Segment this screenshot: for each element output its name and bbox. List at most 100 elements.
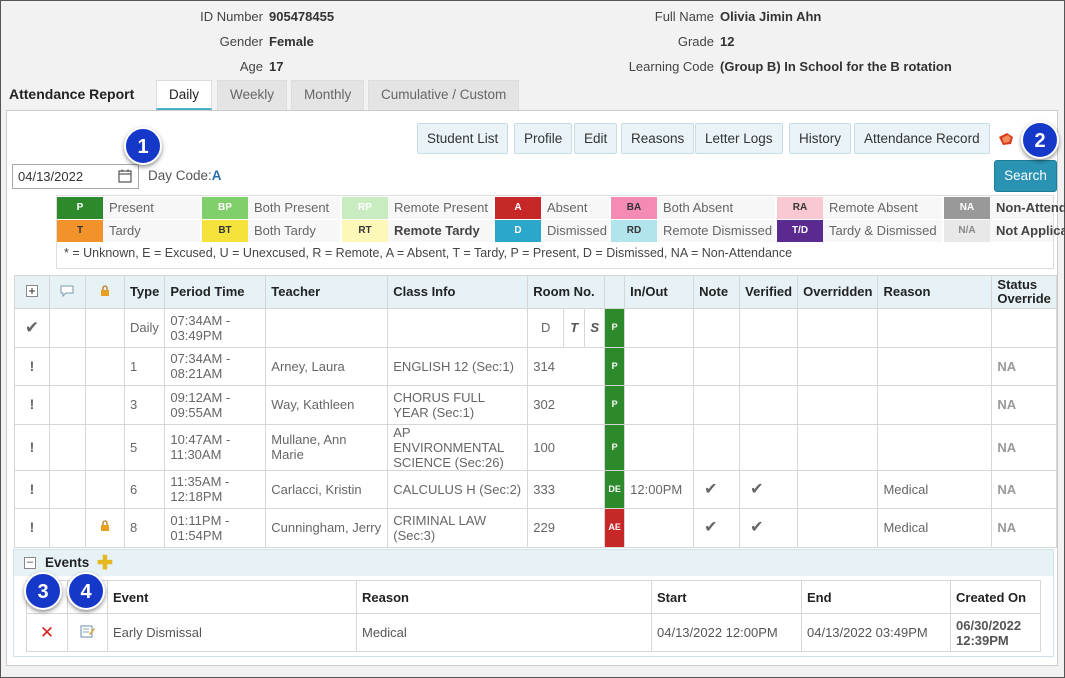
table-row-daily: ✔ Daily 07:34AM - 03:49PM D T S P: [14, 308, 1057, 348]
row-teacher: Arney, Laura: [265, 346, 389, 386]
status-override: NA: [991, 346, 1057, 386]
history-button[interactable]: History: [789, 123, 852, 154]
events-section: – Events ✚ Event Reason Start End Create…: [13, 549, 1054, 657]
status-badge[interactable]: P: [604, 308, 626, 348]
status-badge[interactable]: AE: [604, 508, 626, 548]
legend-item-t: T Tardy: [57, 220, 202, 242]
id-label: ID Number: [200, 9, 263, 24]
legend-item-rp: RP Remote Present: [342, 197, 495, 219]
collapse-icon[interactable]: –: [24, 557, 36, 569]
student-grade: Grade 12: [600, 34, 735, 49]
legend-text: Non-Attendance: [990, 197, 1065, 219]
edit-icon[interactable]: [80, 624, 95, 638]
col-teacher: Teacher: [265, 275, 389, 309]
alert-icon: !: [14, 385, 50, 425]
row-reason: Medical: [877, 508, 993, 548]
name-label: Full Name: [654, 9, 714, 24]
col-created-on: Created On: [950, 580, 1041, 614]
legend-text: Absent: [541, 197, 609, 219]
row-time: 07:34AM - 03:49PM: [164, 308, 267, 348]
learning-code-label: Learning Code: [628, 59, 714, 74]
verified-check-icon: ✔: [739, 469, 799, 509]
present-check-icon: ✔: [14, 308, 50, 348]
row-in-out: 12:00PM: [624, 469, 695, 509]
delete-icon[interactable]: ✕: [26, 613, 68, 652]
callout-3: 3: [24, 572, 62, 610]
col-status-override: Status Override: [991, 275, 1057, 309]
legend-text: Present: [103, 197, 200, 219]
age-label: Age: [239, 59, 263, 74]
tab-cumulative[interactable]: Cumulative / Custom: [368, 80, 520, 110]
id-value: 905478455: [269, 9, 335, 24]
tab-daily[interactable]: Daily: [156, 80, 213, 110]
row-type: 3: [123, 385, 166, 425]
callout-4: 4: [67, 572, 105, 610]
row-class: CHORUS FULL YEAR (Sec:1): [387, 385, 529, 425]
alert-icon: !: [14, 469, 50, 509]
letter-logs-button[interactable]: Letter Logs: [695, 123, 783, 154]
attendance-record-button[interactable]: Attendance Record: [854, 123, 990, 154]
status-badge[interactable]: P: [604, 385, 626, 425]
attendance-table: Type Period Time Teacher Class Info Room…: [14, 275, 1057, 548]
col-class-info: Class Info: [387, 275, 529, 309]
legend-code: BT: [202, 220, 248, 242]
lock-icon: [100, 284, 109, 296]
row-room: 302: [527, 385, 606, 425]
legend-item-rd: RD Remote Dismissed: [611, 220, 777, 242]
tab-monthly[interactable]: Monthly: [291, 80, 365, 110]
tab-weekly[interactable]: Weekly: [217, 80, 288, 110]
row-class: AP ENVIRONMENTAL SCIENCE (Sec:26): [387, 423, 529, 471]
student-list-button[interactable]: Student List: [417, 123, 509, 154]
legend-code: RT: [342, 220, 388, 242]
status-badge[interactable]: P: [604, 346, 626, 386]
daily-flag-s: S: [584, 308, 606, 348]
col-event-reason: Reason: [356, 580, 652, 614]
reasons-button[interactable]: Reasons: [621, 123, 695, 154]
search-button[interactable]: Search: [994, 160, 1057, 192]
status-badge[interactable]: DE: [604, 469, 626, 509]
col-type: Type: [123, 275, 166, 309]
note-check-icon: ✔: [693, 508, 741, 548]
col-event: Event: [107, 580, 357, 614]
daily-flag-t: T: [563, 308, 586, 348]
report-icon[interactable]: [997, 131, 1015, 147]
student-age: Age 17: [150, 59, 284, 74]
col-status: [604, 275, 626, 309]
row-time: 09:12AM - 09:55AM: [164, 385, 267, 425]
row-class: [387, 308, 529, 348]
edit-button[interactable]: Edit: [574, 123, 618, 154]
legend-item-rt: RT Remote Tardy: [342, 220, 495, 242]
col-comment: [48, 275, 86, 309]
add-event-icon[interactable]: ✚: [97, 553, 113, 574]
row-type: Daily: [123, 308, 166, 348]
row-room: 229: [527, 508, 606, 548]
calendar-icon[interactable]: [118, 169, 132, 183]
legend-item-p: P Present: [57, 197, 202, 219]
date-field[interactable]: 04/13/2022: [12, 164, 139, 189]
legend-text: Not Applicable: [990, 220, 1065, 242]
gender-value: Female: [269, 34, 314, 49]
row-time: 10:47AM - 11:30AM: [164, 423, 267, 471]
col-lock: [84, 275, 125, 309]
row-type: 6: [123, 469, 166, 509]
col-in-out: In/Out: [624, 275, 695, 309]
status-override: NA: [991, 469, 1057, 509]
legend-code: P: [57, 197, 103, 219]
event-name: Early Dismissal: [107, 613, 357, 652]
legend-code: D: [495, 220, 541, 242]
day-code-value: A: [211, 168, 222, 183]
legend-item-d: D Dismissed: [495, 220, 611, 242]
table-row: ! 5 10:47AM - 11:30AM Mullane, Ann Marie…: [14, 423, 1057, 471]
profile-button[interactable]: Profile: [514, 123, 573, 154]
expand-all-icon[interactable]: [25, 284, 38, 297]
legend-text: Both Tardy: [248, 220, 340, 242]
status-badge[interactable]: P: [604, 423, 626, 471]
col-expand[interactable]: [14, 275, 50, 309]
legend-code: BA: [611, 197, 657, 219]
legend-item-bp: BP Both Present: [202, 197, 342, 219]
event-row: ✕ Early Dismissal Medical 04/13/2022 12:…: [26, 613, 1041, 652]
row-class: ENGLISH 12 (Sec:1): [387, 346, 529, 386]
table-row: ! 3 09:12AM - 09:55AM Way, Kathleen CHOR…: [14, 385, 1057, 425]
row-room: 333: [527, 469, 606, 509]
